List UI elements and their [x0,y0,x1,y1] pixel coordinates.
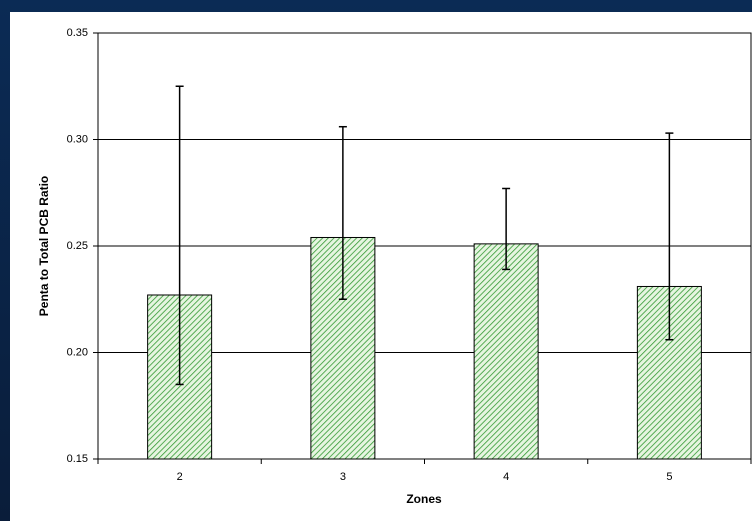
x-tick-label: 2 [177,471,183,483]
x-tick-label: 4 [503,471,509,483]
y-tick-label: 0.30 [67,133,88,145]
y-tick-label: 0.25 [67,240,88,252]
x-tick-label: 3 [340,471,346,483]
x-tick-label: 5 [666,471,672,483]
y-tick-label: 0.15 [67,453,88,465]
y-tick-label: 0.35 [67,27,88,39]
bar [473,243,539,460]
y-tick-label: 0.20 [67,346,88,358]
y-axis-title: Penta to Total PCB Ratio [37,176,51,316]
x-axis-title: Zones [406,492,442,506]
